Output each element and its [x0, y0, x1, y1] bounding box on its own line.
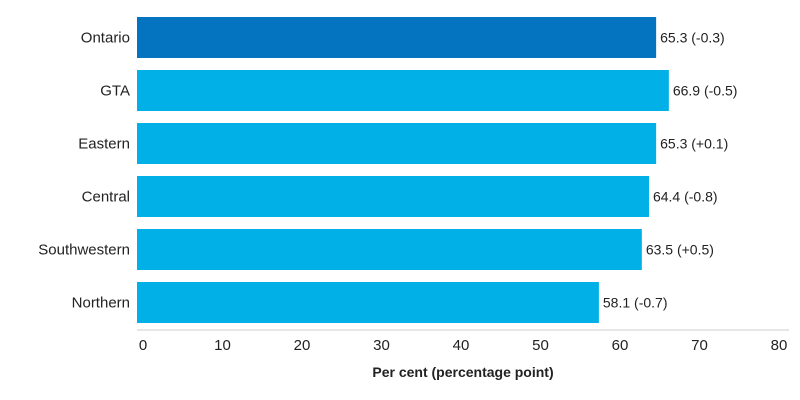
value-label-central: 64.4 (-0.8) [653, 189, 718, 205]
x-axis-title: Per cent (percentage point) [372, 364, 553, 380]
category-labels: Ontario GTA Eastern Central Southwestern Nort… [38, 30, 130, 312]
category-label-ontario: Ontario [81, 30, 130, 47]
category-label-gta: GTA [100, 83, 130, 100]
x-tick-label-20: 20 [294, 337, 311, 354]
bar-eastern [137, 123, 657, 164]
x-tick-label-0: 0 [139, 337, 147, 354]
bars-group [137, 17, 669, 323]
x-tick-label-80: 80 [771, 337, 788, 354]
x-tick-label-40: 40 [453, 337, 470, 354]
value-label-northern: 58.1 (-0.7) [603, 295, 668, 311]
value-label-southwestern: 63.5 (+0.5) [646, 242, 714, 258]
value-labels: 65.3 (-0.3) 66.9 (-0.5) 65.3 (+0.1) 64.4 (-… [603, 30, 738, 311]
x-tick-label-70: 70 [691, 337, 708, 354]
value-label-gta: 66.9 (-0.5) [673, 83, 738, 99]
bar-central [137, 176, 649, 217]
bar-southwestern [137, 229, 642, 270]
bar-gta [137, 70, 669, 111]
bar-northern [137, 282, 599, 323]
bar-ontario [137, 17, 657, 58]
x-tick-label-30: 30 [373, 337, 390, 354]
x-tick-label-50: 50 [532, 337, 549, 354]
x-tick-label-60: 60 [612, 337, 629, 354]
category-label-northern: Northern [72, 295, 130, 312]
value-label-eastern: 65.3 (+0.1) [660, 136, 728, 152]
category-label-central: Central [82, 189, 130, 206]
value-label-ontario: 65.3 (-0.3) [660, 30, 725, 46]
x-tick-label-10: 10 [214, 337, 231, 354]
x-axis-ticks: 0 10 20 30 40 50 60 70 80 [139, 337, 788, 354]
category-label-eastern: Eastern [78, 136, 130, 153]
category-label-southwestern: Southwestern [38, 242, 130, 259]
